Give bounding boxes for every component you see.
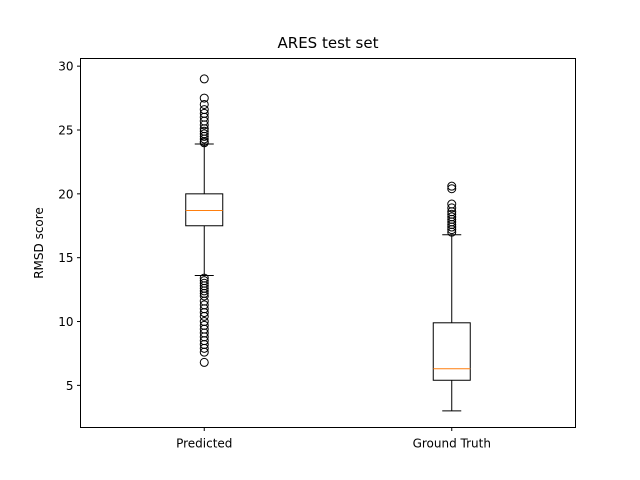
- outlier-point: [199, 347, 209, 357]
- y-tick-label: 20: [58, 187, 73, 201]
- outlier-point: [199, 126, 209, 136]
- outlier-point: [447, 212, 457, 222]
- y-tick-label: 10: [58, 315, 73, 329]
- outlier-point: [199, 286, 209, 296]
- x-tick-label: Ground Truth: [413, 437, 491, 451]
- outlier-point: [199, 105, 209, 115]
- outlier-point: [447, 209, 457, 219]
- iqr-box: [432, 322, 471, 381]
- outlier-point: [199, 357, 209, 367]
- outlier-point: [199, 311, 209, 321]
- outlier-point: [199, 74, 209, 84]
- y-tick-label: 25: [58, 124, 73, 138]
- outlier-point: [199, 129, 209, 139]
- plot-frame: [80, 58, 576, 428]
- outlier-point: [447, 181, 457, 191]
- outlier-point: [447, 203, 457, 213]
- outlier-point: [199, 93, 209, 103]
- outlier-point: [447, 184, 457, 194]
- plot-area: 5 10 15 20 25 30 Predicted Ground Truth: [58, 60, 491, 451]
- outlier-point: [199, 291, 209, 301]
- outlier-point: [199, 343, 209, 353]
- y-tick-label: 5: [66, 379, 74, 393]
- outlier-point: [199, 308, 209, 318]
- chart-title: ARES test set: [278, 34, 379, 52]
- x-tick-label: Predicted: [176, 437, 232, 451]
- y-tick-label: 15: [58, 251, 73, 265]
- y-tick-label: 30: [58, 60, 73, 74]
- y-axis-label: RMSD score: [32, 207, 46, 279]
- iqr-box: [185, 193, 224, 227]
- outlier-point: [199, 108, 209, 118]
- outlier-point: [199, 99, 209, 109]
- outlier-point: [447, 199, 457, 209]
